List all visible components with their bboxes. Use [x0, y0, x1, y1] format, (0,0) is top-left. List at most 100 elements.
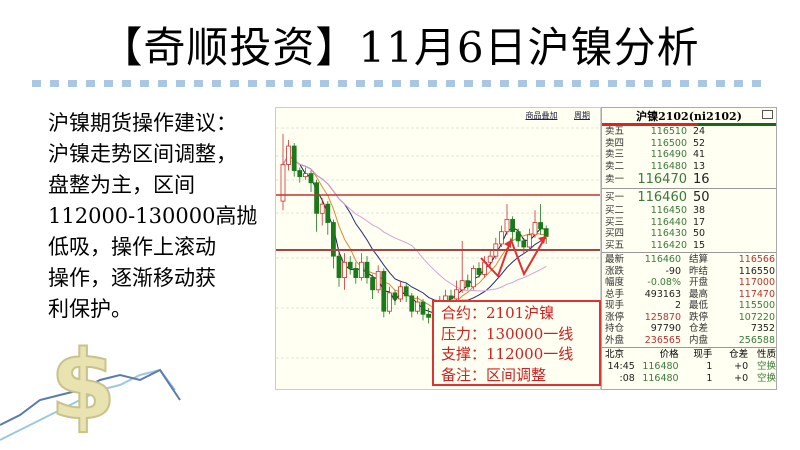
stat-value: 125870: [644, 311, 681, 323]
candle: [336, 253, 342, 287]
bid-row: 买五 116420 15: [602, 240, 776, 252]
candle-body: [375, 271, 381, 291]
trade-oi: +0: [734, 361, 749, 372]
bid-row: 买三 116440 17: [602, 217, 776, 229]
bid-volume: 50: [693, 228, 706, 239]
ask-volume: 52: [693, 137, 706, 149]
note-support: 支撑：112000一线: [441, 345, 574, 363]
stat-row: 持仓 97790 仓差 7352: [602, 323, 776, 335]
bid-label: 买五: [605, 239, 625, 251]
trade-time: :08: [619, 373, 635, 384]
candle: [454, 280, 460, 303]
bid-row: 买二 116450 38: [602, 205, 776, 217]
stat-label: 跌停: [689, 311, 709, 323]
candle-body: [470, 267, 476, 288]
stat-value: 117000: [738, 277, 775, 288]
bid-row: 买四 116430 50: [602, 228, 776, 240]
note-contract: 合约：2101沪镍: [441, 304, 555, 322]
candle: [476, 262, 482, 278]
quote-panel: 沪镍2102(ni2102) 卖五 116510 24 卖四 116500 52 卖三 116…: [601, 107, 777, 390]
advice-line: 112000-130000高抛: [48, 204, 258, 228]
bid-price: 116440: [650, 216, 687, 228]
stat-value: -90: [665, 265, 681, 277]
candle: [286, 139, 292, 171]
ask-volume: 16: [693, 172, 710, 187]
stat-row: 总手 493163 最高 117470: [602, 289, 776, 301]
stat-value: 256588: [738, 334, 775, 346]
bid-row: 买一 116460 50: [602, 190, 776, 205]
candle-body: [465, 280, 471, 288]
candle: [387, 286, 392, 315]
candle: [381, 268, 387, 318]
candles-layer: [276, 127, 600, 359]
candle: [510, 216, 516, 241]
period-link[interactable]: 周期: [574, 111, 590, 120]
trade-vol: 1: [706, 361, 713, 372]
candle: [493, 237, 499, 260]
candle-body: [498, 231, 504, 245]
overlay-link[interactable]: 商品叠加: [525, 111, 558, 120]
candle-body: [448, 295, 454, 300]
note-pressure: 压力：130000一线: [441, 324, 574, 343]
ask-label: 卖二: [605, 160, 625, 172]
stat-value: 117470: [738, 288, 775, 300]
stat-row: 幅度 -0.08% 开盘 117000: [602, 277, 776, 289]
candle: [325, 201, 331, 235]
candle-body: [420, 301, 426, 315]
stat-label: 结算: [689, 254, 709, 265]
candle: [297, 167, 303, 183]
candle: [331, 219, 336, 269]
trade-type: 空换: [757, 373, 777, 384]
bid-label: 买三: [605, 216, 625, 228]
maximize-icon[interactable]: [762, 110, 773, 119]
candle: [398, 280, 403, 303]
candle-body: [370, 277, 375, 291]
arrow-head-icon: [504, 240, 511, 248]
contract-title: 沪镍2102(ni2102): [636, 110, 742, 123]
candle: [403, 283, 409, 303]
stat-label: 现手: [605, 300, 625, 311]
trade-type: 空换: [757, 361, 777, 372]
stat-label: 最新: [605, 254, 625, 265]
candle: [302, 167, 308, 180]
candle-body: [280, 164, 286, 202]
bid-volume: 50: [693, 190, 710, 205]
candle-body: [325, 203, 331, 223]
stat-value: 116460: [644, 254, 681, 265]
bid-label: 买四: [605, 228, 625, 239]
ask-label: 卖三: [605, 149, 625, 160]
candle-body: [336, 255, 342, 278]
ask-row: 卖二 116480 13: [602, 161, 776, 173]
advice-line: 利保护。: [48, 297, 132, 321]
candle-body: [515, 231, 521, 242]
candle: [291, 143, 297, 177]
candle-body: [359, 261, 364, 278]
candle: [426, 308, 432, 324]
candle-body: [543, 228, 549, 237]
candle-body: [286, 145, 292, 165]
stat-row: 涨停 125870 跌停 107220: [602, 312, 776, 324]
stat-label: 最低: [689, 300, 709, 311]
stat-row: 外盘 236565 内盘 256588: [602, 335, 776, 347]
bid-volume: 15: [693, 239, 706, 251]
stat-row: 现手 2 最低 115500: [602, 300, 776, 312]
ask-volume: 13: [693, 160, 706, 172]
candle: [342, 253, 347, 290]
candle: [370, 274, 375, 299]
bid-label: 买一: [605, 192, 625, 203]
candle-body: [459, 280, 465, 291]
candle-body: [454, 289, 460, 300]
stat-label: 持仓: [605, 323, 625, 334]
stat-label: 涨跌: [605, 265, 625, 277]
stat-row: 最新 116460 结算 116566: [602, 254, 776, 266]
trade-time: 14:45: [607, 361, 635, 372]
ask-price: 116480: [650, 160, 687, 172]
candle: [364, 256, 370, 284]
ask-label: 卖四: [605, 137, 625, 149]
candle: [280, 133, 286, 211]
candle-body: [532, 222, 538, 236]
stat-row: 涨跌 -90 昨结 116550: [602, 266, 776, 278]
candle-body: [308, 173, 314, 184]
candle-body: [403, 286, 409, 297]
candle: [414, 295, 420, 315]
